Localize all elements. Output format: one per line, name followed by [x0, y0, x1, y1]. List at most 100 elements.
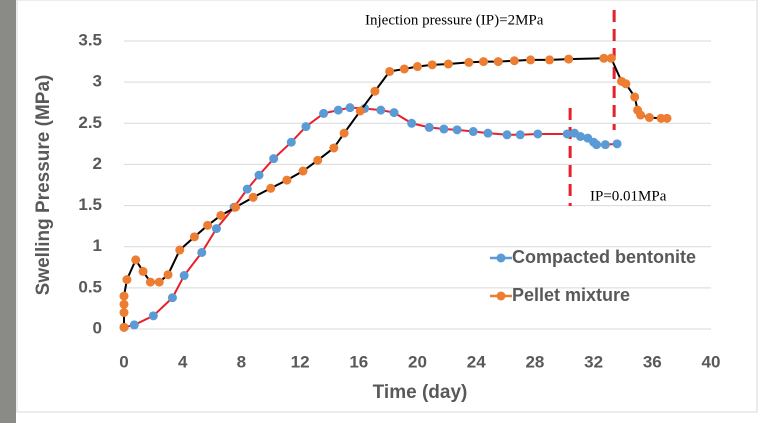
annotation: Injection pressure (IP)=2MPa — [365, 12, 544, 28]
y-axis-label: Swelling Pressure (MPa) — [33, 75, 54, 296]
data-point — [345, 103, 355, 113]
data-point — [189, 232, 199, 242]
data-point — [612, 139, 622, 149]
data-point — [493, 57, 503, 67]
data-point — [148, 311, 158, 321]
y-tick-label: 3.5 — [78, 30, 102, 49]
data-point — [119, 322, 129, 332]
data-point — [606, 53, 616, 63]
data-point — [413, 62, 422, 72]
data-point — [254, 170, 264, 180]
data-point — [452, 125, 462, 135]
x-tick-label: 8 — [237, 352, 246, 371]
data-point — [525, 55, 535, 65]
data-point — [333, 105, 343, 115]
legend-label: Pellet mixture — [512, 285, 630, 305]
y-tick-label: 0.5 — [78, 277, 102, 296]
data-point — [154, 277, 164, 287]
data-point — [533, 129, 543, 139]
data-point — [167, 293, 177, 303]
x-tick-label: 28 — [525, 352, 544, 371]
data-point — [376, 105, 386, 115]
data-point — [621, 79, 631, 89]
data-point — [242, 184, 252, 194]
x-tick-label: 12 — [291, 352, 310, 371]
data-point — [515, 130, 525, 140]
data-point — [301, 122, 311, 132]
y-tick-label: 0 — [93, 318, 102, 337]
x-tick-label: 36 — [643, 352, 662, 371]
data-point — [502, 130, 512, 140]
data-point — [211, 224, 221, 234]
data-point — [163, 270, 173, 280]
legend-label: Compacted bentonite — [512, 247, 696, 267]
data-point — [339, 128, 349, 138]
data-point — [662, 113, 672, 123]
photo-edge — [0, 0, 16, 423]
data-point — [575, 131, 585, 141]
legend-marker — [496, 291, 506, 301]
data-point — [468, 127, 478, 137]
data-point — [313, 155, 323, 165]
data-point — [138, 266, 148, 276]
x-tick-label: 40 — [702, 352, 721, 371]
data-point — [175, 245, 185, 255]
data-point — [630, 92, 640, 102]
data-point — [282, 175, 292, 185]
data-point — [119, 291, 129, 301]
data-point — [370, 86, 380, 96]
data-point — [464, 57, 474, 67]
data-point — [636, 110, 646, 120]
data-point — [298, 166, 308, 176]
data-point — [600, 140, 610, 150]
data-point — [644, 113, 654, 123]
data-point — [286, 137, 296, 147]
data-point — [545, 55, 555, 65]
x-axis-label: Time (day) — [373, 382, 468, 403]
data-point — [427, 60, 437, 70]
data-point — [203, 220, 213, 230]
data-point — [355, 106, 365, 116]
y-tick-label: 2 — [93, 154, 102, 173]
data-point — [131, 255, 141, 265]
data-point — [483, 128, 493, 138]
data-point — [389, 108, 399, 118]
data-point — [385, 66, 395, 76]
data-point — [479, 57, 489, 67]
x-tick-label: 4 — [178, 352, 188, 371]
data-point — [269, 154, 279, 164]
y-tick-label: 1 — [93, 236, 102, 255]
data-point — [129, 320, 139, 330]
x-tick-label: 24 — [467, 352, 486, 371]
x-tick-label: 0 — [119, 352, 128, 371]
x-tick-label: 20 — [408, 352, 427, 371]
data-point — [231, 202, 241, 212]
data-point — [564, 54, 574, 64]
data-point — [197, 247, 207, 257]
data-point — [407, 118, 417, 128]
x-tick-label: 16 — [349, 352, 368, 371]
y-tick-label: 2.5 — [78, 113, 102, 132]
data-point — [443, 59, 453, 69]
data-point — [399, 64, 409, 74]
data-point — [562, 129, 572, 139]
data-point — [145, 277, 155, 287]
data-point — [319, 108, 329, 118]
data-point — [599, 53, 609, 63]
data-point — [266, 183, 276, 193]
y-tick-label: 1.5 — [78, 195, 102, 214]
x-tick-label: 32 — [584, 352, 603, 371]
data-point — [119, 308, 129, 318]
y-tick-label: 3 — [93, 72, 102, 91]
data-point — [592, 140, 602, 150]
data-point — [216, 210, 226, 220]
data-point — [179, 271, 189, 281]
annotation: IP=0.01MPa — [590, 188, 667, 204]
data-point — [439, 124, 449, 134]
data-point — [248, 192, 258, 202]
legend-marker — [496, 253, 506, 263]
data-point — [329, 143, 339, 153]
data-point — [424, 122, 434, 132]
